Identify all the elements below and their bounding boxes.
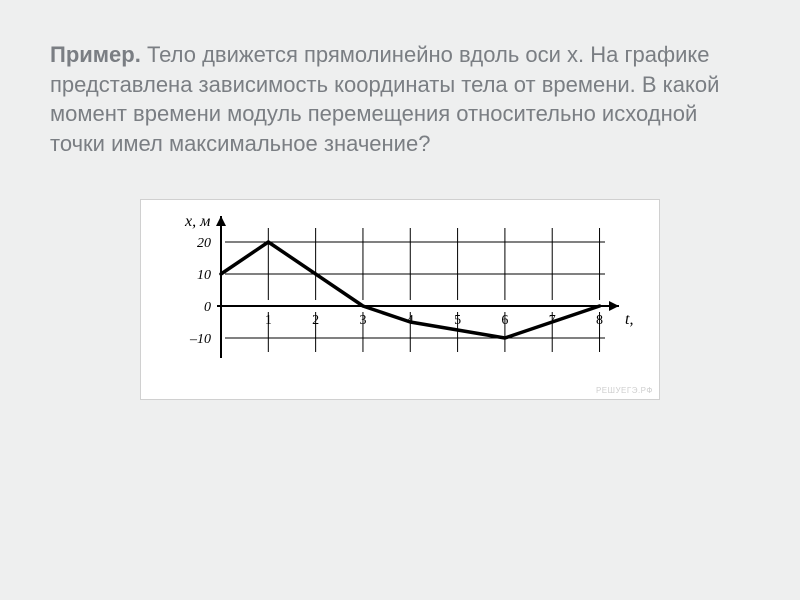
svg-text:20: 20	[197, 236, 211, 251]
problem-text: Пример. Тело движется прямолинейно вдоль…	[50, 40, 750, 159]
svg-text:5: 5	[454, 313, 461, 328]
xt-chart: –100102012345678x, мt, с	[165, 212, 635, 382]
svg-text:–10: –10	[189, 332, 211, 347]
svg-text:10: 10	[197, 268, 211, 283]
watermark-text: РЕШУЕГЭ.РФ	[596, 386, 653, 395]
chart-container: –100102012345678x, мt, с РЕШУЕГЭ.РФ	[50, 199, 750, 400]
svg-text:3: 3	[359, 313, 366, 328]
svg-text:1: 1	[265, 313, 272, 328]
svg-text:0: 0	[204, 300, 211, 315]
svg-text:x, м: x, м	[184, 213, 210, 230]
slide: Пример. Тело движется прямолинейно вдоль…	[0, 0, 800, 600]
svg-text:t, с: t, с	[625, 311, 635, 328]
chart-frame: –100102012345678x, мt, с РЕШУЕГЭ.РФ	[140, 199, 660, 400]
lead-word: Пример.	[50, 42, 141, 67]
svg-text:8: 8	[596, 313, 603, 328]
svg-text:2: 2	[312, 313, 319, 328]
problem-body: Тело движется прямолинейно вдоль оси х. …	[50, 42, 719, 156]
svg-text:6: 6	[501, 313, 508, 328]
